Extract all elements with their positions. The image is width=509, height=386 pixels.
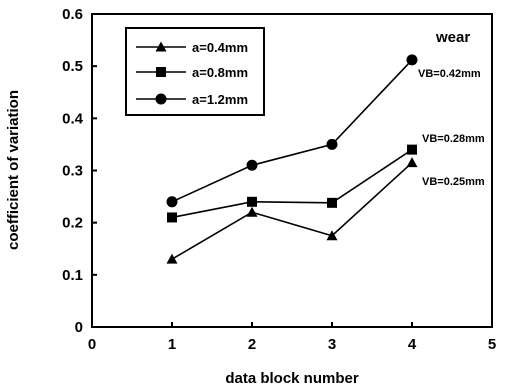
data-point	[246, 206, 258, 217]
legend-items: a=0.4mm a=0.8mm a=1.2mm	[136, 40, 248, 107]
y-tick-label: 0.2	[62, 215, 83, 232]
vb-annotation-025: VB=0.25mm	[422, 176, 485, 188]
data-point	[166, 253, 178, 264]
legend-label: a=0.4mm	[192, 40, 248, 55]
x-axis-ticks: 0 1 2 3 4 5	[88, 322, 496, 353]
data-point	[326, 230, 338, 241]
data-point	[246, 159, 258, 171]
series-layer	[166, 54, 418, 264]
series-line	[171, 148, 413, 219]
vb-annotation-042: VB=0.42mm	[418, 68, 481, 80]
legend: a=0.4mm a=0.8mm a=1.2mm	[125, 27, 265, 116]
data-point	[167, 212, 177, 223]
data-point	[247, 196, 257, 207]
vb-annotation-028: VB=0.28mm	[422, 133, 485, 145]
data-point	[407, 144, 417, 155]
wear-annotation: wear	[435, 29, 470, 46]
legend-marker	[155, 93, 167, 105]
y-axis-label: coefficient of variation	[5, 90, 22, 250]
data-point	[326, 138, 338, 150]
data-point	[406, 54, 418, 66]
legend-label: a=0.8mm	[192, 65, 248, 80]
data-point	[406, 157, 418, 168]
x-axis-label: data block number	[225, 370, 359, 386]
y-tick-label: 0.4	[62, 110, 84, 127]
x-tick-label: 5	[488, 336, 496, 353]
x-tick-label: 2	[248, 336, 256, 353]
x-tick-label: 3	[328, 336, 336, 353]
legend-label: a=1.2mm	[192, 92, 248, 107]
y-tick-label: 0.3	[62, 163, 83, 180]
x-tick-label: 1	[168, 336, 176, 353]
data-point	[166, 196, 178, 208]
y-tick-label: 0.1	[62, 267, 83, 284]
y-axis-ticks: 0 0.1 0.2 0.3 0.4 0.5 0.6	[62, 6, 97, 336]
y-tick-label: 0	[75, 319, 83, 336]
y-tick-label: 0.6	[62, 6, 83, 23]
legend-marker	[156, 67, 166, 77]
x-tick-label: 0	[88, 336, 96, 353]
x-tick-label: 4	[408, 336, 417, 353]
y-tick-label: 0.5	[62, 58, 83, 75]
series-line	[171, 59, 413, 203]
data-point	[327, 197, 337, 208]
legend-marker	[155, 41, 167, 52]
series-line	[171, 162, 413, 260]
